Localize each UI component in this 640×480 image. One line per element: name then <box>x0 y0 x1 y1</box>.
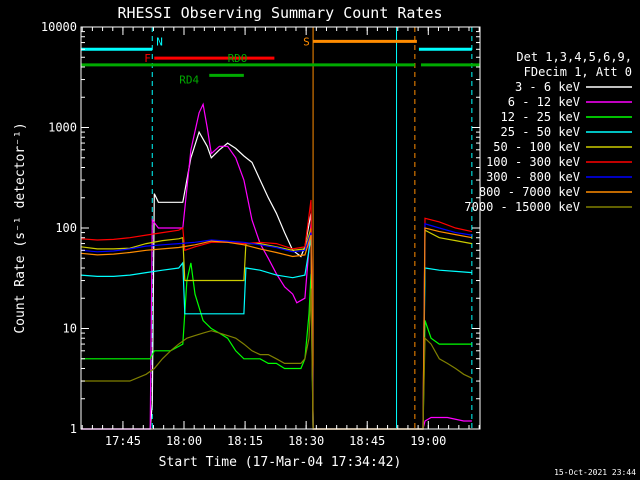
x-tick-label-4: 18:45 <box>349 434 385 448</box>
x-tick-label-0: 17:45 <box>105 434 141 448</box>
y-tick-label-1: 10 <box>63 322 77 336</box>
y-tick-label-3: 1000 <box>48 121 77 135</box>
annotation-label-2: F <box>144 52 151 65</box>
annotation-label-0: N <box>156 35 163 48</box>
series-line-6 <box>80 223 472 430</box>
annotation-label-6: RD4 <box>179 73 199 86</box>
y-tick-label-2: 100 <box>55 221 77 235</box>
annotation-label-4: RDO <box>228 52 248 65</box>
annotation-bars: NF S RDO RD4 <box>81 35 480 86</box>
x-tick-label-2: 18:15 <box>227 434 263 448</box>
date-stamp: 15-Oct-2021 23:44 <box>554 468 636 477</box>
legend-label-3: 25 - 50 keV <box>501 125 580 139</box>
series-line-1 <box>81 102 472 430</box>
x-tick-label-1: 18:00 <box>166 434 202 448</box>
series-line-2 <box>81 262 472 430</box>
series-lines <box>80 102 473 430</box>
series-line-7 <box>80 227 473 430</box>
series-line-4 <box>80 227 473 430</box>
legend-header-line-2: FDecim 1, Att 0 <box>524 65 632 79</box>
series-line-3 <box>80 237 472 430</box>
x-axis-ticks: 17:45 18:00 18:15 18:30 18:45 19:00 <box>81 27 480 448</box>
series-line-5 <box>80 199 473 430</box>
series-line-8 <box>81 288 473 430</box>
legend-label-8: 7000 - 15000 keV <box>464 200 580 214</box>
y-tick-label-4: 10000 <box>41 20 77 34</box>
legend-label-4: 50 - 100 keV <box>493 140 580 154</box>
y-axis-ticks: 1 10 100 1000 10000 <box>41 20 480 436</box>
legend-label-1: 6 - 12 keV <box>508 95 580 109</box>
y-axis-label: Count Rate (s⁻¹ detector⁻¹) <box>13 122 28 333</box>
x-axis-label: Start Time (17-Mar-04 17:34:42) <box>159 455 402 470</box>
legend-label-7: 800 - 7000 keV <box>479 185 580 199</box>
y-tick-label-0: 1 <box>70 422 77 436</box>
legend-header-line-1: Det 1,3,4,5,6,9, <box>516 50 632 64</box>
legend-label-2: 12 - 25 keV <box>501 110 580 124</box>
legend-label-0: 3 - 6 keV <box>515 80 580 94</box>
legend: Det 1,3,4,5,6,9, FDecim 1, Att 0 3 - 6 k… <box>464 50 632 214</box>
legend-label-6: 300 - 800 keV <box>486 170 580 184</box>
annotation-label-3: S <box>303 35 310 48</box>
x-tick-label-5: 19:00 <box>410 434 446 448</box>
vertical-markers <box>80 27 473 429</box>
plot-frame <box>80 26 481 430</box>
x-tick-label-3: 18:30 <box>288 434 324 448</box>
legend-label-5: 100 - 300 keV <box>486 155 580 169</box>
chart-title: RHESSI Observing Summary Count Rates <box>117 4 442 22</box>
